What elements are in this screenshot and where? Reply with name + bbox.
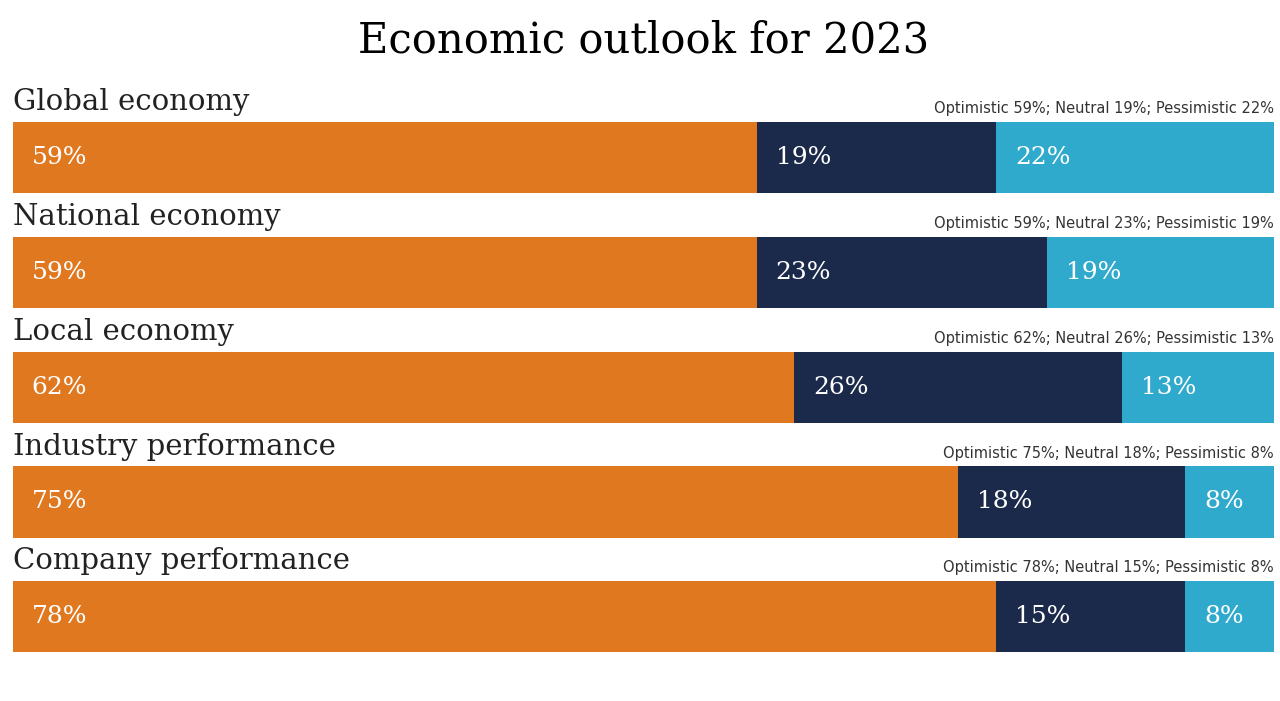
Bar — [959, 466, 1185, 538]
Text: 19%: 19% — [776, 146, 831, 169]
Text: Industry performance: Industry performance — [13, 433, 335, 461]
Text: Optimistic 78%; Neutral 15%; Pessimistic 8%: Optimistic 78%; Neutral 15%; Pessimistic… — [943, 561, 1274, 576]
Text: 8%: 8% — [1204, 605, 1244, 628]
Bar — [13, 122, 756, 193]
Bar — [13, 581, 996, 653]
Text: 23%: 23% — [776, 261, 831, 284]
Text: Company performance: Company performance — [13, 547, 349, 576]
Bar — [1047, 237, 1280, 308]
Bar — [795, 352, 1123, 423]
Text: Optimistic 75%; Neutral 18%; Pessimistic 8%: Optimistic 75%; Neutral 18%; Pessimistic… — [943, 446, 1274, 461]
Text: 15%: 15% — [1015, 605, 1070, 628]
Bar — [1123, 352, 1280, 423]
Title: Economic outlook for 2023: Economic outlook for 2023 — [357, 19, 929, 61]
Bar — [1185, 466, 1280, 538]
Text: 59%: 59% — [32, 261, 87, 284]
Text: 22%: 22% — [1015, 146, 1070, 169]
Bar — [756, 122, 996, 193]
Text: Global economy: Global economy — [13, 88, 250, 116]
Text: 62%: 62% — [32, 376, 87, 399]
Bar — [13, 237, 756, 308]
Text: 18%: 18% — [978, 491, 1033, 514]
Text: Optimistic 62%; Neutral 26%; Pessimistic 13%: Optimistic 62%; Neutral 26%; Pessimistic… — [933, 331, 1274, 346]
Text: 8%: 8% — [1204, 491, 1244, 514]
Text: Optimistic 59%; Neutral 19%; Pessimistic 22%: Optimistic 59%; Neutral 19%; Pessimistic… — [933, 101, 1274, 116]
Text: 19%: 19% — [1065, 261, 1121, 284]
Bar — [1185, 581, 1280, 653]
Bar — [13, 466, 959, 538]
Text: 26%: 26% — [813, 376, 869, 399]
Bar — [996, 122, 1274, 193]
Text: Local economy: Local economy — [13, 318, 234, 346]
Text: National economy: National economy — [13, 203, 280, 231]
Text: 78%: 78% — [32, 605, 87, 628]
Bar — [756, 237, 1047, 308]
Bar — [13, 352, 795, 423]
Text: 59%: 59% — [32, 146, 87, 169]
Text: 75%: 75% — [32, 491, 87, 514]
Text: Optimistic 59%; Neutral 23%; Pessimistic 19%: Optimistic 59%; Neutral 23%; Pessimistic… — [934, 216, 1274, 231]
Text: 13%: 13% — [1142, 376, 1197, 399]
Bar — [996, 581, 1185, 653]
